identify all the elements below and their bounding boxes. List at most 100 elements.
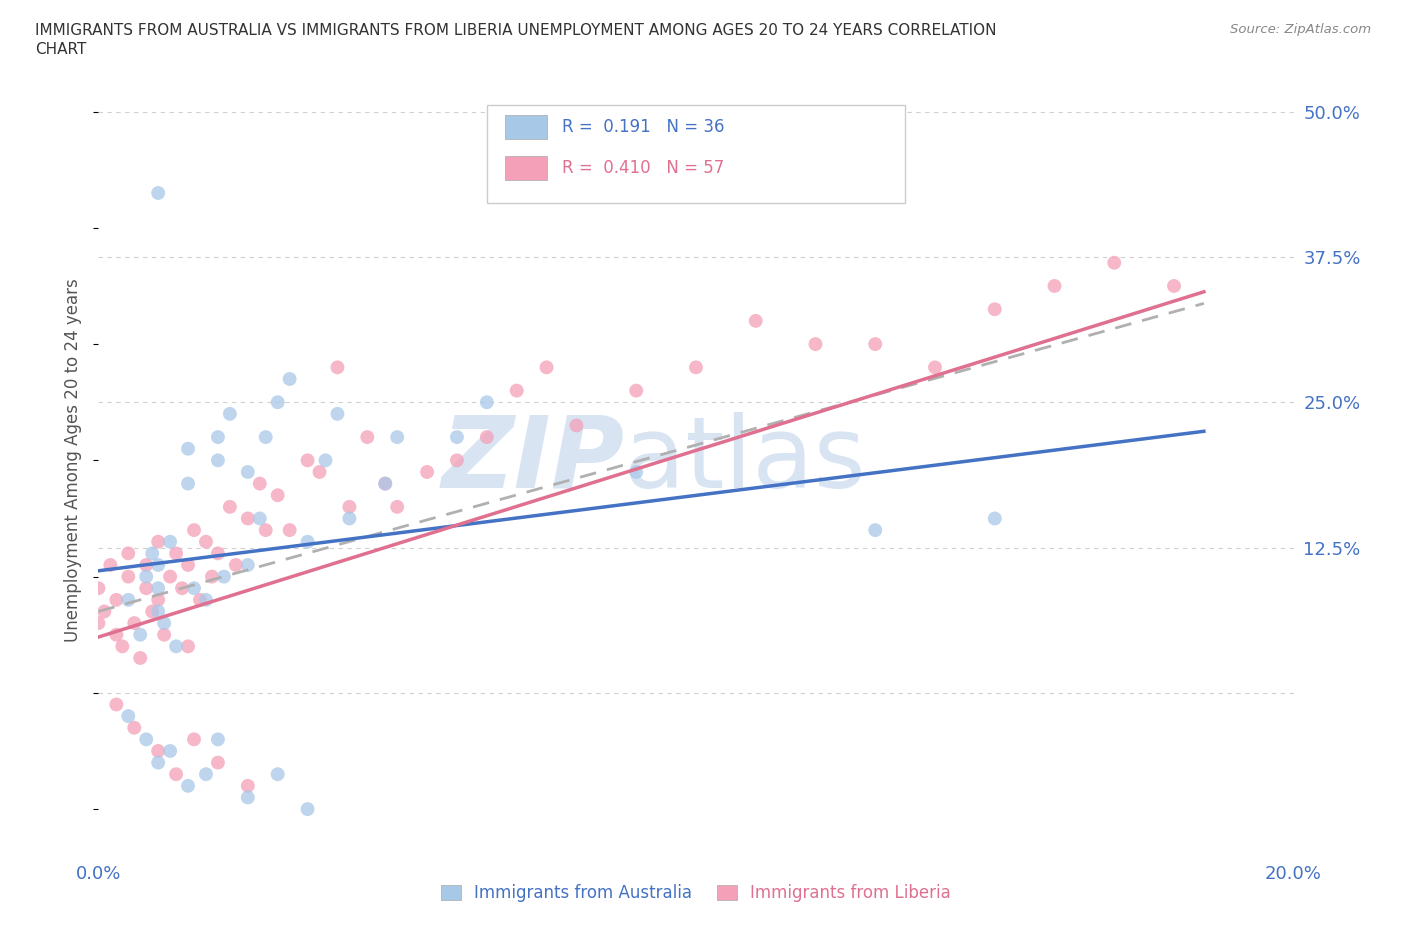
Text: CHART: CHART <box>35 42 87 57</box>
Point <box>219 499 242 514</box>
Point <box>326 360 349 375</box>
Point <box>148 558 170 573</box>
Point <box>135 558 157 573</box>
Point <box>135 569 157 584</box>
Text: atlas: atlas <box>624 412 866 509</box>
Text: IMMIGRANTS FROM AUSTRALIA VS IMMIGRANTS FROM LIBERIA UNEMPLOYMENT AMONG AGES 20 : IMMIGRANTS FROM AUSTRALIA VS IMMIGRANTS … <box>35 23 997 38</box>
Point <box>148 534 170 549</box>
Point <box>626 383 648 398</box>
Point <box>188 592 211 607</box>
Point <box>416 465 439 480</box>
Point <box>135 732 157 747</box>
Point <box>105 698 128 712</box>
Point <box>326 406 349 421</box>
Point <box>165 766 187 781</box>
Point <box>207 453 229 468</box>
Point <box>297 534 319 549</box>
FancyBboxPatch shape <box>505 156 547 179</box>
Point <box>339 512 361 526</box>
Point <box>117 592 139 607</box>
Point <box>141 604 163 619</box>
Text: R =  0.191   N = 36: R = 0.191 N = 36 <box>562 118 724 136</box>
Point <box>339 499 361 514</box>
Point <box>93 604 115 619</box>
Point <box>148 744 170 759</box>
Point <box>984 512 1007 526</box>
Point <box>212 569 235 584</box>
Point <box>148 186 170 201</box>
Point <box>124 616 146 631</box>
Point <box>278 371 301 387</box>
Point <box>356 430 378 445</box>
Point <box>685 360 707 375</box>
Point <box>374 476 396 491</box>
Point <box>117 569 139 584</box>
Point <box>117 709 139 724</box>
Point <box>183 580 205 596</box>
Point <box>177 778 200 793</box>
Point <box>254 523 277 538</box>
Point <box>207 732 229 747</box>
Point <box>297 453 319 468</box>
Point <box>804 337 827 352</box>
Point <box>385 430 409 445</box>
Point <box>148 604 170 619</box>
Text: Source: ZipAtlas.com: Source: ZipAtlas.com <box>1230 23 1371 36</box>
Point <box>129 651 152 666</box>
Point <box>236 790 259 805</box>
Point <box>165 546 187 561</box>
Point <box>195 534 218 549</box>
Point <box>475 430 498 445</box>
Point <box>159 534 181 549</box>
Point <box>172 580 194 596</box>
Point <box>117 546 139 561</box>
Point <box>385 499 409 514</box>
Point <box>865 523 887 538</box>
FancyBboxPatch shape <box>505 115 547 139</box>
Point <box>98 558 122 573</box>
Point <box>254 430 277 445</box>
Point <box>195 592 218 607</box>
Point <box>87 616 110 631</box>
Point <box>236 778 259 793</box>
Point <box>207 755 229 770</box>
Point <box>984 301 1007 316</box>
Point <box>626 465 648 480</box>
Point <box>105 628 128 643</box>
Point <box>249 512 271 526</box>
Point <box>297 802 319 817</box>
Point <box>475 394 498 409</box>
Point <box>225 558 247 573</box>
Point <box>924 360 946 375</box>
Point <box>183 732 205 747</box>
Point <box>148 580 170 596</box>
Point <box>111 639 134 654</box>
Point <box>374 476 396 491</box>
Point <box>745 313 768 328</box>
Point <box>177 639 200 654</box>
Point <box>1163 279 1185 294</box>
Point <box>159 569 181 584</box>
Y-axis label: Unemployment Among Ages 20 to 24 years: Unemployment Among Ages 20 to 24 years <box>65 278 83 643</box>
Point <box>236 465 259 480</box>
Point <box>105 592 128 607</box>
Point <box>207 546 229 561</box>
Point <box>446 453 468 468</box>
Point <box>129 628 152 643</box>
Point <box>135 580 157 596</box>
Point <box>267 394 290 409</box>
Point <box>249 476 271 491</box>
Point <box>87 580 110 596</box>
Point <box>153 628 176 643</box>
Point <box>1104 256 1126 271</box>
Point <box>195 766 218 781</box>
Point <box>124 720 146 735</box>
Legend: Immigrants from Australia, Immigrants from Liberia: Immigrants from Australia, Immigrants fr… <box>433 876 959 910</box>
Point <box>183 523 205 538</box>
Point <box>308 465 330 480</box>
Point <box>153 616 176 631</box>
Point <box>165 639 187 654</box>
Point <box>446 430 468 445</box>
Point <box>506 383 529 398</box>
Point <box>1043 279 1066 294</box>
